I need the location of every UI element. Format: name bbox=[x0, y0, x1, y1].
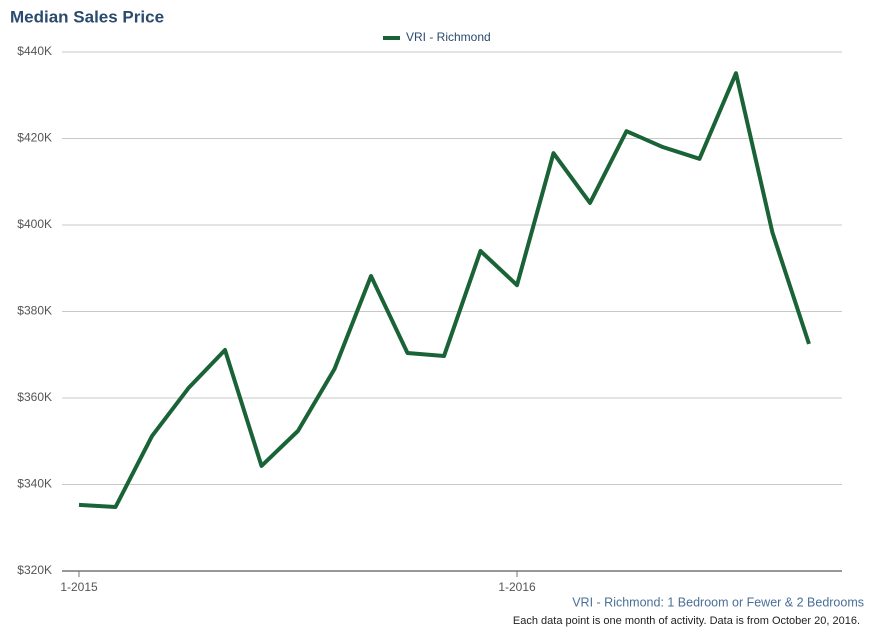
legend-label: VRI - Richmond bbox=[406, 30, 491, 44]
line-series bbox=[78, 71, 811, 509]
x-tick-label: 1-2015 bbox=[60, 580, 98, 594]
y-tick-label: $380K bbox=[17, 304, 52, 318]
y-tick-label: $420K bbox=[17, 131, 52, 145]
note: Each data point is one month of activity… bbox=[513, 615, 860, 627]
y-tick-label: $440K bbox=[17, 44, 52, 58]
y-tick-label: $400K bbox=[17, 217, 52, 231]
y-tick-label: $340K bbox=[17, 477, 52, 491]
chart-title: Median Sales Price bbox=[10, 7, 164, 26]
y-tick-label: $320K bbox=[17, 563, 52, 577]
y-tick-label: $360K bbox=[17, 390, 52, 404]
x-tick-label: 1-2016 bbox=[498, 580, 536, 594]
caption: VRI - Richmond: 1 Bedroom or Fewer & 2 B… bbox=[572, 595, 864, 609]
